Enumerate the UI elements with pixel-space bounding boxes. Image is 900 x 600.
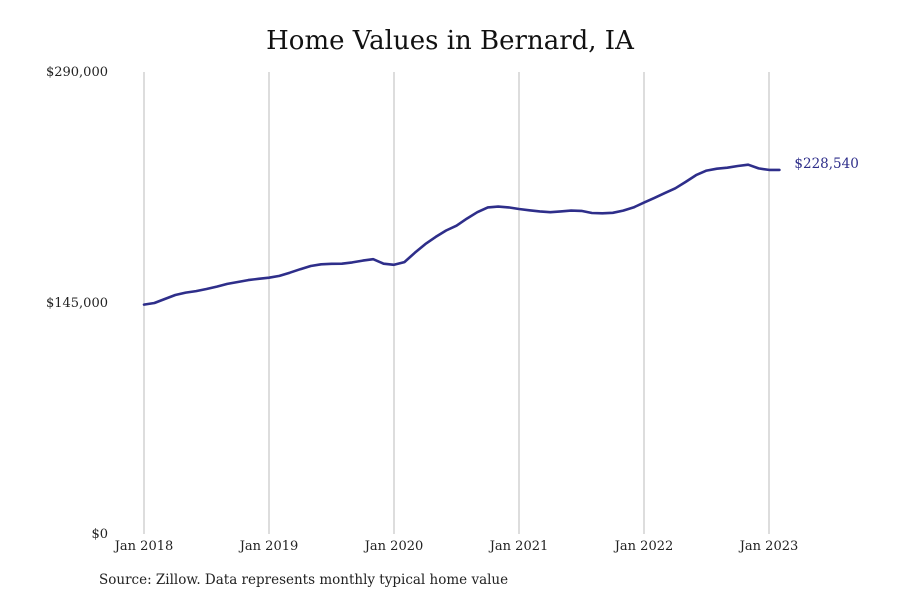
chart-title: Home Values in Bernard, IA <box>266 26 634 56</box>
x-tick-label: Jan 2020 <box>363 539 424 554</box>
y-tick-label: $145,000 <box>46 296 108 311</box>
y-tick-label: $0 <box>91 527 108 542</box>
y-tick-label: $290,000 <box>46 65 108 80</box>
data-labels: $228,540 <box>794 156 858 172</box>
x-tick-label: Jan 2018 <box>113 539 174 554</box>
source-note: Source: Zillow. Data represents monthly … <box>99 572 509 588</box>
gridlines <box>143 72 770 534</box>
x-tick-label: Jan 2022 <box>613 539 674 554</box>
series-line-0 <box>142 163 781 306</box>
x-tick-label: Jan 2019 <box>238 539 299 554</box>
x-axis-ticks: Jan 2018 Jan 2019 Jan 2020 Jan 2021 Jan 2022… <box>113 539 799 554</box>
x-tick-label: Jan 2021 <box>488 539 549 554</box>
x-tick-label: Jan 2023 <box>738 539 799 554</box>
end-value-label: $228,540 <box>794 156 858 172</box>
y-axis-ticks: $0 $145,000 $290,000 <box>46 65 108 542</box>
series-layer <box>142 163 781 306</box>
